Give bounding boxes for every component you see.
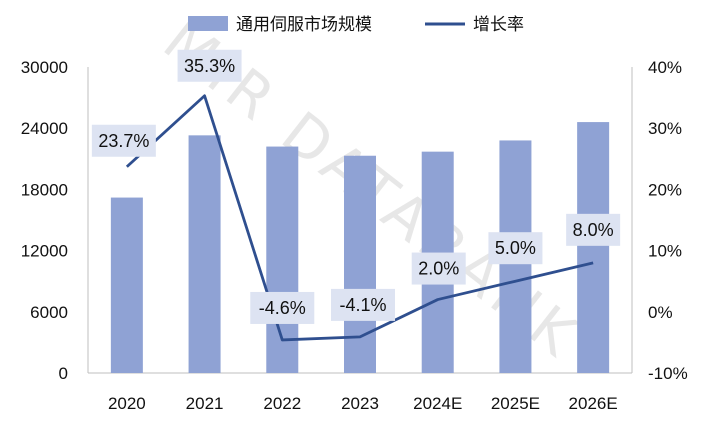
data-label-box-2021 bbox=[177, 49, 242, 82]
data-label-2026E: 8.0% bbox=[573, 220, 614, 240]
x-tick-label: 2024E bbox=[413, 394, 462, 413]
x-tick-label: 2023 bbox=[341, 394, 379, 413]
bar-2022 bbox=[266, 146, 299, 373]
data-label-box-2022 bbox=[250, 291, 315, 324]
left-tick-label: 24000 bbox=[21, 119, 68, 138]
right-tick-label: 40% bbox=[648, 58, 682, 77]
data-label-2021: 35.3% bbox=[184, 56, 235, 76]
data-labels-layer: 23.7% 35.3% -4.6% -4.1% 2.0% 5.0% 8.0% bbox=[91, 49, 621, 324]
data-label-box-2024E bbox=[411, 252, 466, 285]
right-tick-label: 0% bbox=[648, 303, 673, 322]
x-tick-label: 2022 bbox=[263, 394, 301, 413]
growth-line bbox=[125, 94, 594, 342]
data-label-box-2026E bbox=[566, 213, 621, 246]
x-tick-label: 2020 bbox=[108, 394, 146, 413]
bar-2023 bbox=[344, 155, 376, 373]
right-tick-label: 20% bbox=[648, 180, 682, 199]
legend: 通用伺服市场规模 增长率 bbox=[188, 15, 524, 35]
left-tick-label: 12000 bbox=[21, 242, 68, 261]
left-tick-label: 30000 bbox=[21, 58, 68, 77]
data-label-2025E: 5.0% bbox=[495, 238, 536, 258]
data-label-2024E: 2.0% bbox=[418, 259, 459, 279]
x-tick-label: 2021 bbox=[186, 394, 224, 413]
right-tick-label: 10% bbox=[648, 242, 682, 261]
right-tick-label: 30% bbox=[648, 119, 682, 138]
bar-2020 bbox=[110, 197, 143, 373]
data-label-box-2020 bbox=[91, 124, 156, 157]
ticks-layer: 0 6000 12000 18000 24000 30000 -10% 0% 10% 20% 30%… bbox=[21, 58, 688, 413]
right-tick-label: -10% bbox=[648, 364, 688, 383]
legend-bar-swatch bbox=[188, 16, 228, 31]
left-tick-label: 0 bbox=[59, 364, 68, 383]
x-tick-label: 2026E bbox=[569, 394, 618, 413]
data-label-2022: -4.6% bbox=[259, 298, 306, 318]
left-tick-label: 6000 bbox=[30, 303, 68, 322]
data-label-box-2025E bbox=[488, 232, 543, 265]
x-tick-label: 2025E bbox=[491, 394, 540, 413]
data-label-box-2023 bbox=[331, 288, 395, 321]
data-label-2023: -4.1% bbox=[339, 295, 386, 315]
bar-2026E bbox=[577, 122, 610, 373]
legend-line-label: 增长率 bbox=[473, 15, 524, 35]
line-layer bbox=[125, 94, 594, 342]
data-label-2020: 23.7% bbox=[98, 131, 149, 151]
bar-2021 bbox=[188, 135, 221, 373]
left-tick-label: 18000 bbox=[21, 180, 68, 199]
legend-bar-label: 通用伺服市场规模 bbox=[236, 15, 372, 35]
